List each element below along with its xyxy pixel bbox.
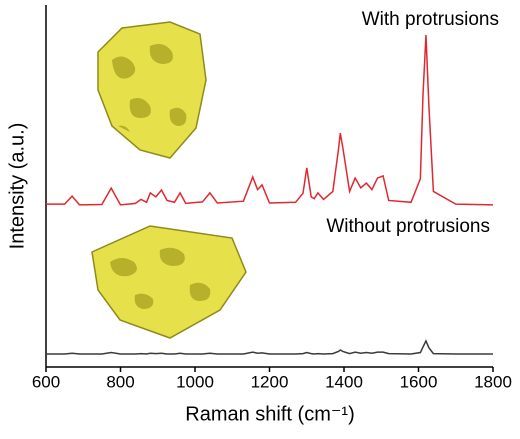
x-tick-label: 1000 bbox=[176, 372, 214, 391]
x-tick-label: 600 bbox=[32, 372, 60, 391]
annotation: With protrusions bbox=[362, 9, 499, 30]
x-tick-label: 1400 bbox=[325, 372, 363, 391]
spectrum-line bbox=[46, 35, 494, 206]
x-tick-label: 1800 bbox=[474, 372, 512, 391]
x-tick-label: 1200 bbox=[251, 372, 289, 391]
x-tick-label: 1600 bbox=[400, 372, 438, 391]
x-tick-label: 800 bbox=[106, 372, 134, 391]
annotation: Without protrusions bbox=[326, 216, 490, 237]
spectrum-line bbox=[46, 339, 493, 355]
x-axis-label: Raman shift (cm⁻¹) bbox=[185, 403, 354, 425]
y-axis-label: Intensity (a.u.) bbox=[6, 123, 28, 250]
structure-illustration bbox=[91, 21, 247, 339]
